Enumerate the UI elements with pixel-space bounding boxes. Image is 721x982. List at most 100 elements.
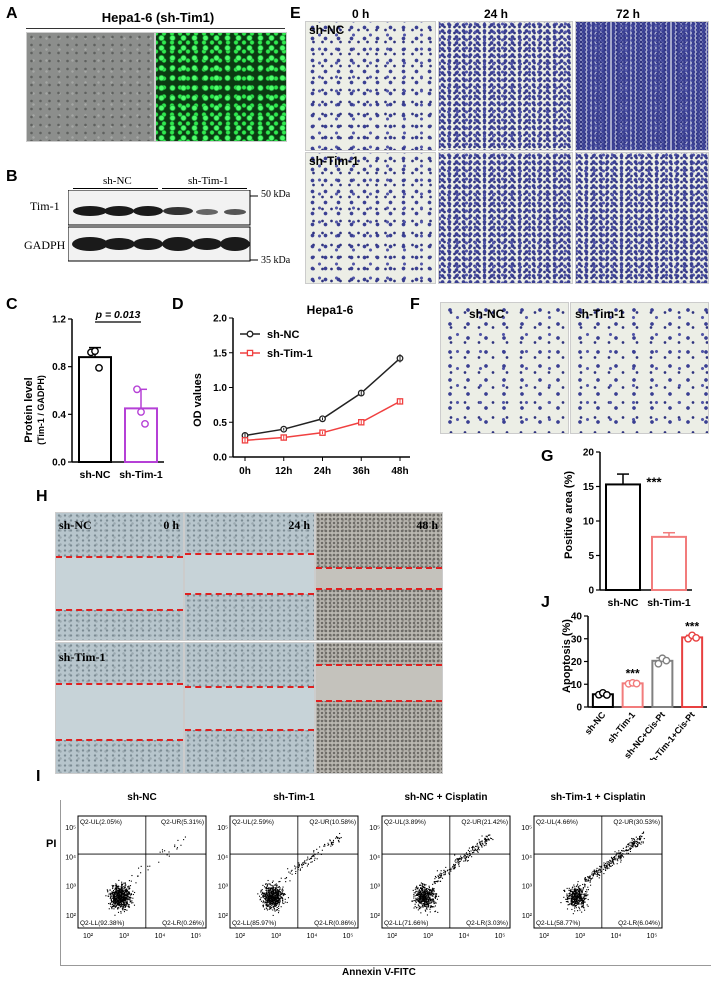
x-tick-label: 10⁵	[495, 933, 506, 940]
event-dot	[265, 900, 267, 902]
event-dot	[268, 889, 270, 891]
legend-marker	[246, 330, 254, 338]
h-time-0h: 0 h	[163, 518, 179, 532]
event-dot	[611, 861, 613, 863]
event-dot	[115, 898, 117, 900]
event-dot	[262, 884, 264, 886]
event-dot	[266, 894, 268, 896]
event-dot	[111, 906, 113, 909]
event-dot	[119, 892, 121, 894]
event-dot	[572, 895, 574, 897]
event-dot	[570, 902, 572, 905]
event-dot	[418, 897, 420, 899]
event-dot	[421, 901, 423, 903]
event-dot	[465, 853, 467, 855]
event-dot	[266, 904, 268, 906]
event-dot	[128, 898, 130, 900]
transwell-tim1-72h	[575, 152, 709, 284]
event-dot	[273, 899, 276, 902]
event-dot	[275, 899, 277, 901]
event-dot	[575, 898, 577, 900]
event-dot	[282, 886, 284, 888]
event-dot	[434, 902, 436, 904]
event-dot	[438, 877, 440, 879]
event-dot	[563, 896, 565, 898]
event-dot	[583, 901, 585, 903]
event-dot	[476, 844, 478, 846]
event-dot	[411, 900, 413, 902]
event-dot	[425, 892, 427, 894]
event-dot	[267, 894, 269, 897]
event-dot	[603, 873, 605, 875]
event-dot	[579, 894, 581, 896]
event-dot	[121, 899, 123, 901]
event-dot	[120, 904, 122, 906]
event-dot	[575, 894, 577, 896]
event-dot	[122, 897, 124, 899]
event-dot	[584, 877, 586, 879]
event-dot	[279, 887, 281, 889]
event-dot	[119, 890, 121, 893]
event-dot	[477, 847, 479, 849]
x-tick-label: 10³	[271, 933, 282, 940]
event-dot	[585, 893, 587, 895]
event-dot	[613, 863, 615, 865]
blot-row-gadph: GADPH	[24, 238, 66, 252]
event-dot	[570, 890, 572, 892]
gfp-fluorescence-image	[155, 32, 287, 142]
event-dot	[278, 901, 280, 903]
event-dot	[127, 891, 129, 893]
event-dot	[579, 892, 581, 895]
event-dot	[576, 898, 578, 900]
event-dot	[275, 904, 277, 906]
event-dot	[113, 902, 115, 904]
event-dot	[270, 894, 272, 897]
x-tick-label: sh-Tim-1	[119, 469, 163, 481]
event-dot	[120, 901, 122, 903]
event-dot	[417, 887, 419, 889]
data-point	[91, 347, 99, 356]
event-dot	[420, 901, 422, 903]
event-dot	[568, 895, 570, 897]
event-dot	[115, 886, 117, 888]
event-dot	[265, 907, 267, 909]
event-dot	[110, 900, 113, 902]
event-dot	[620, 851, 622, 854]
event-dot	[580, 894, 582, 896]
event-dot	[262, 895, 264, 897]
event-dot	[621, 855, 623, 857]
event-dot	[568, 887, 570, 889]
event-dot	[432, 895, 434, 897]
event-dot	[124, 909, 127, 911]
event-dot	[268, 904, 270, 906]
event-dot	[130, 893, 132, 895]
event-dot	[428, 898, 430, 900]
event-dot	[282, 893, 284, 895]
y-tick-label: 15	[583, 482, 595, 493]
event-dot	[620, 857, 622, 859]
event-dot	[418, 901, 420, 903]
event-dot	[271, 899, 273, 901]
event-dot	[276, 895, 278, 897]
event-dot	[279, 900, 281, 902]
event-dot	[265, 883, 267, 885]
event-dot	[109, 902, 111, 904]
event-dot	[123, 894, 125, 896]
event-dot	[275, 898, 277, 900]
event-dot	[466, 860, 468, 862]
event-dot	[566, 893, 568, 895]
event-dot	[421, 887, 423, 889]
event-dot	[115, 902, 117, 904]
event-dot	[481, 846, 483, 848]
event-dot	[272, 906, 274, 908]
event-dot	[263, 897, 265, 899]
event-dot	[576, 897, 578, 899]
event-dot	[577, 891, 579, 893]
event-dot	[122, 896, 124, 898]
panel-a-title: Hepa1-6 (sh-Tim1)	[101, 10, 215, 25]
event-dot	[418, 889, 420, 891]
event-dot	[127, 894, 129, 896]
event-dot	[122, 899, 124, 901]
event-dot	[168, 851, 170, 853]
